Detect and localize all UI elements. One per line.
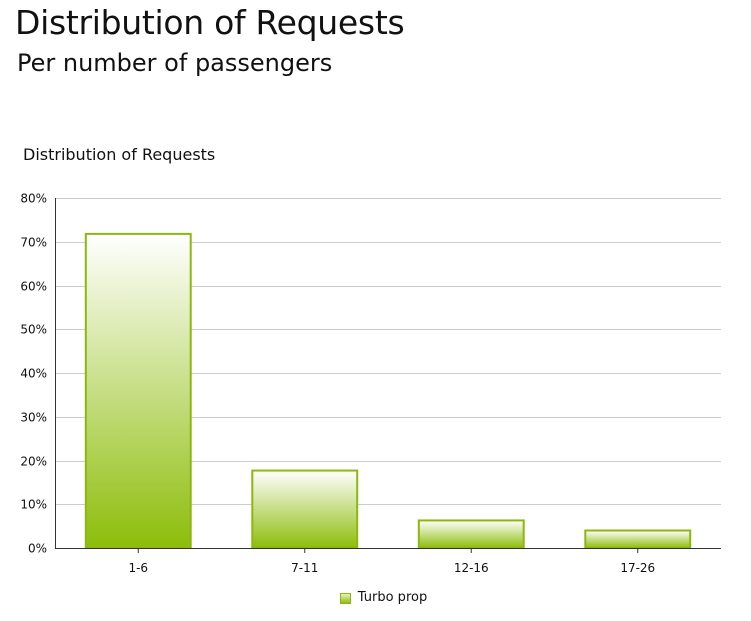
y-tick-label: 60% — [20, 280, 47, 294]
y-tick-label: 70% — [20, 236, 47, 250]
x-tick-label: 1-6 — [128, 561, 148, 575]
bars — [84, 232, 692, 549]
bar-12-16 — [417, 519, 525, 549]
chart-title: Distribution of Requests — [23, 145, 216, 164]
y-tick-label: 80% — [20, 192, 47, 206]
x-tick-label: 7-11 — [291, 561, 318, 575]
legend-swatch-turbo-prop — [339, 592, 351, 604]
bar-17-26 — [584, 529, 692, 549]
y-tick-label: 0% — [28, 542, 47, 556]
y-tick-label: 40% — [20, 367, 47, 381]
y-tick-label: 50% — [20, 323, 47, 337]
x-axis-ticks: 1-6 7-11 12-16 17-26 — [128, 548, 655, 575]
bar-1-6 — [84, 232, 192, 549]
y-axis-ticks: 0% 10% 20% 30% 40% 50% 60% 70% 80% — [20, 192, 47, 556]
y-tick-label: 30% — [20, 411, 47, 425]
x-tick-label: 17-26 — [620, 561, 655, 575]
y-tick-label: 10% — [20, 498, 47, 512]
page-title: Distribution of Requests — [15, 3, 405, 42]
x-tick-label: 12-16 — [454, 561, 489, 575]
legend: Turbo prop — [0, 590, 751, 606]
page-subtitle: Per number of passengers — [17, 49, 333, 77]
legend-label: Turbo prop — [357, 590, 428, 605]
y-tick-label: 20% — [20, 455, 47, 469]
axes — [55, 198, 721, 549]
bar-7-11 — [251, 469, 359, 549]
